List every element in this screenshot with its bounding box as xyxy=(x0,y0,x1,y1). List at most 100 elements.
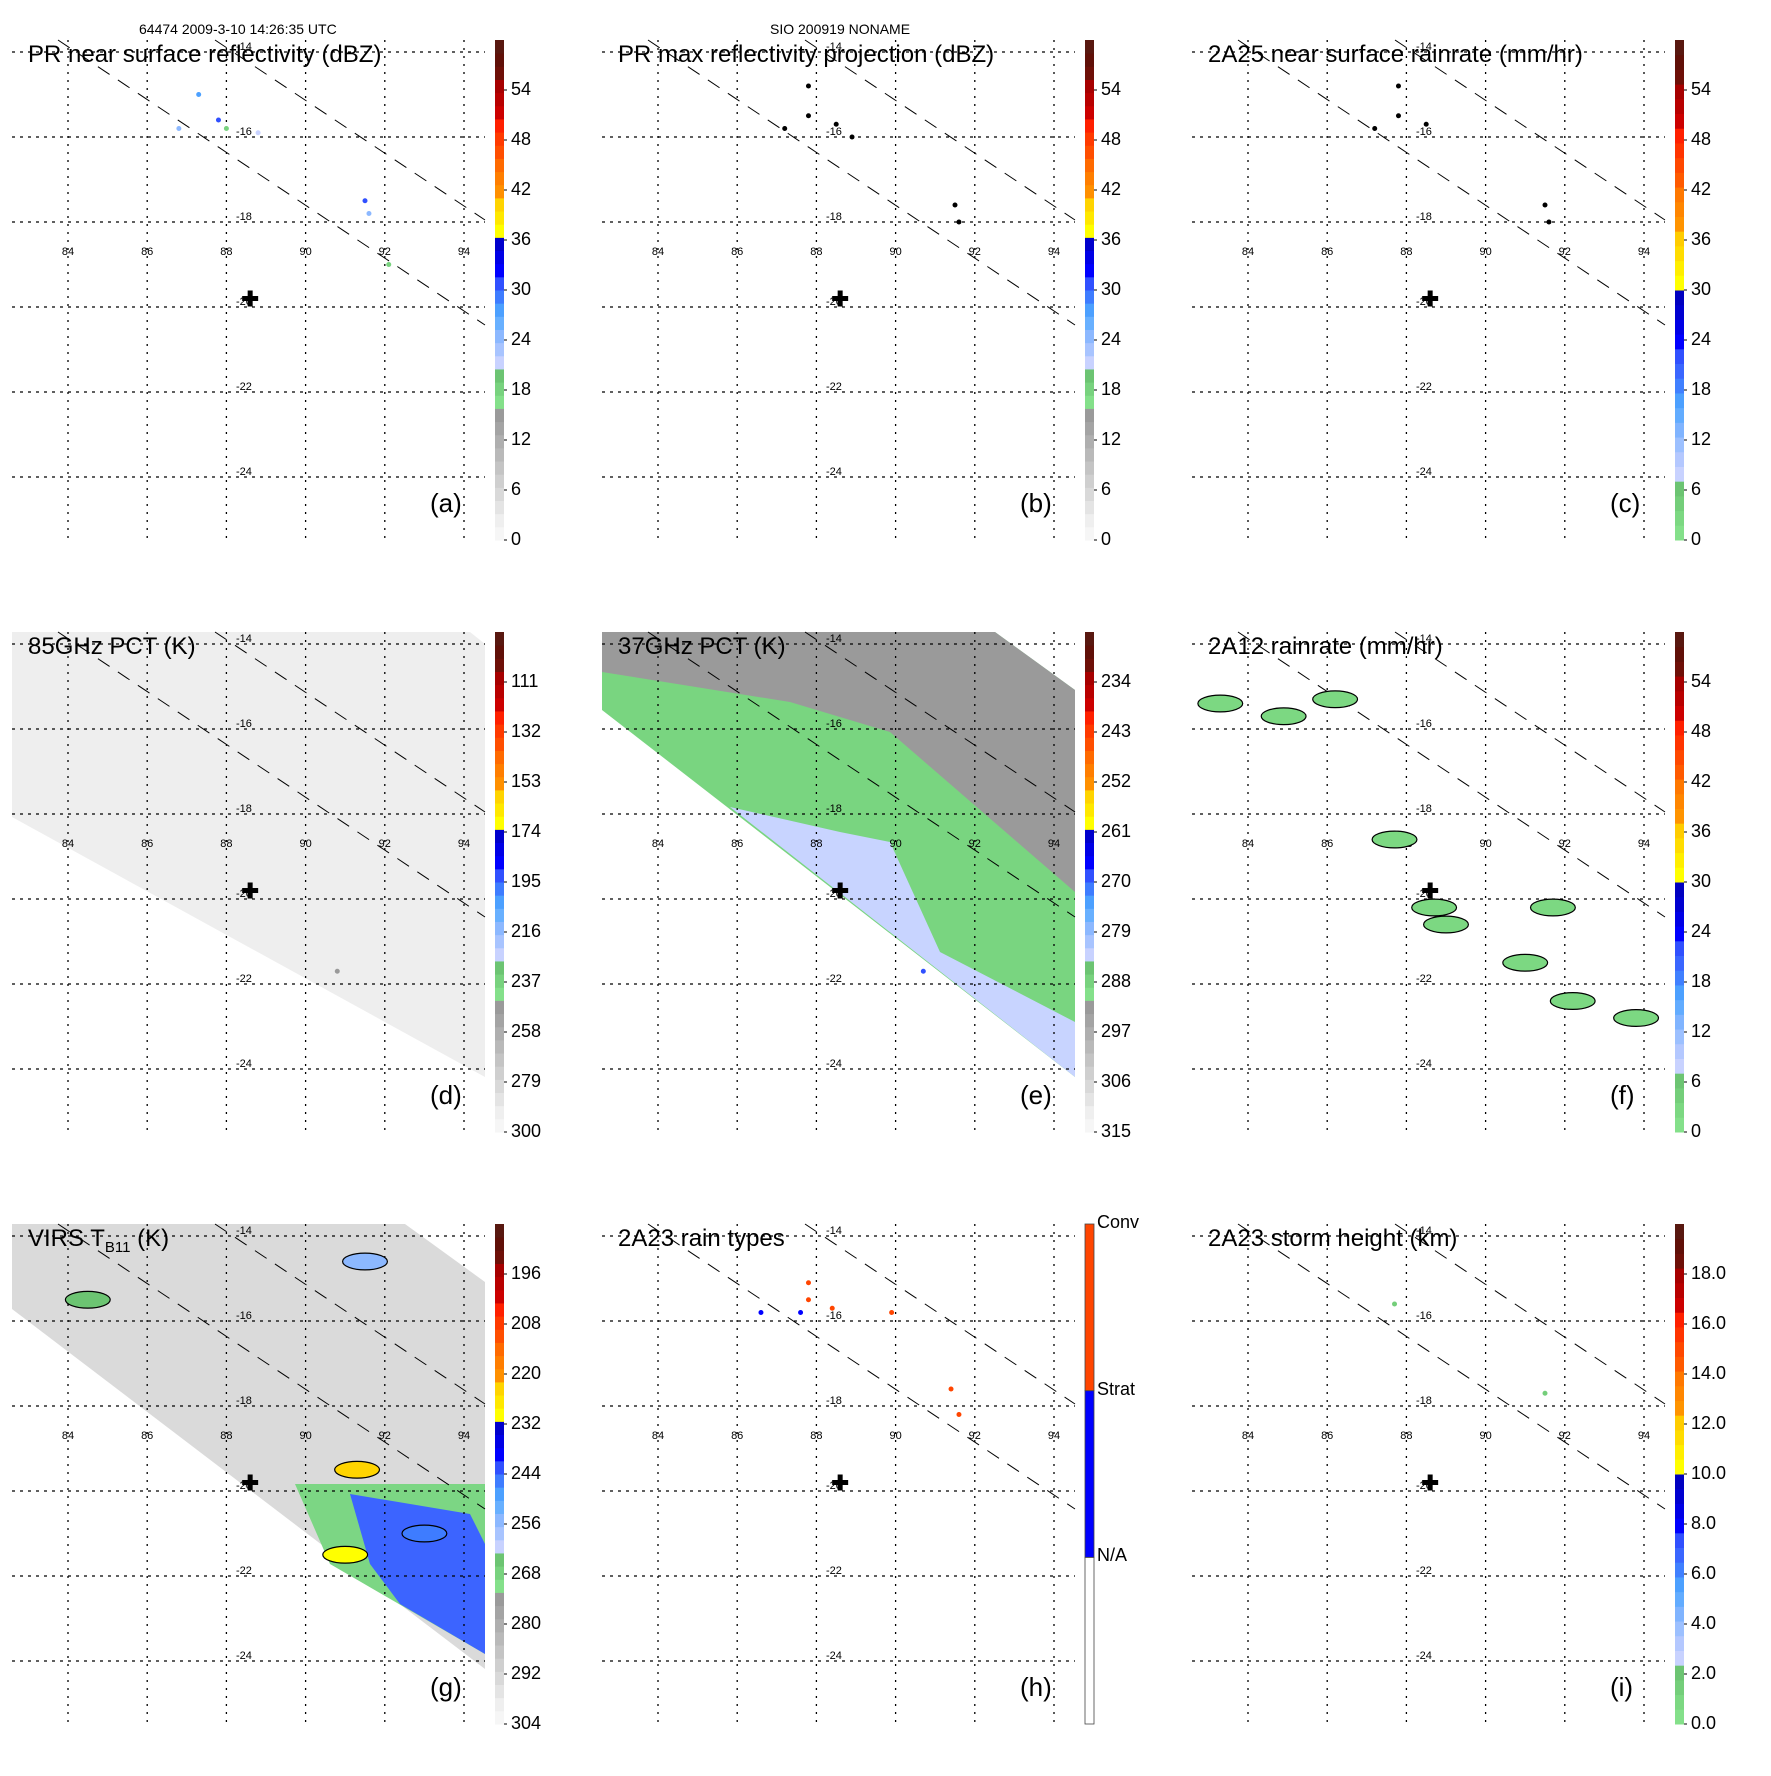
colorbar-segment xyxy=(495,697,504,712)
data-point xyxy=(889,1310,895,1315)
pr-swath-edge-left xyxy=(1237,1223,1666,1510)
colorbar-segment xyxy=(1675,128,1684,144)
colorbar-segment xyxy=(495,461,504,475)
colorbar-segment xyxy=(495,1263,504,1278)
lon-tick-label: 92 xyxy=(969,246,981,258)
panel-f: 848688909294-14-16-18-20-22-240612182430… xyxy=(1180,592,1770,1184)
colorbar-segment xyxy=(1675,940,1684,957)
colorbar-segment xyxy=(495,1592,504,1607)
colorbar-segment xyxy=(1675,911,1684,927)
colorbar-segment xyxy=(495,1039,504,1054)
colorbar-segment xyxy=(495,1013,504,1028)
colorbar-segment xyxy=(1675,378,1684,394)
plus-icon xyxy=(242,882,259,899)
data-point xyxy=(1312,690,1359,709)
colorbar-segment xyxy=(495,789,504,804)
panel-title: 2A23 storm height (km) xyxy=(1208,1225,1457,1253)
pr-swath-edge-left xyxy=(57,631,486,918)
lat-tick-label: -18 xyxy=(826,803,842,815)
colorbar-segment xyxy=(1085,816,1094,830)
colorbar-segment xyxy=(495,132,504,146)
panel-label: (i) xyxy=(1610,1672,1634,1702)
colorbar-segment xyxy=(1675,1694,1684,1710)
colorbar-tick-label: 216 xyxy=(511,921,542,941)
lon-tick-label: 84 xyxy=(62,1430,74,1442)
colorbar-segment xyxy=(1675,882,1684,898)
panel-title-text: 2A25 near surface rainrate (mm/hr) xyxy=(1208,41,1583,68)
lon-tick-label: 84 xyxy=(652,1430,664,1442)
colorbar-segment xyxy=(1675,1238,1684,1254)
plus-icon xyxy=(832,882,849,899)
colorbar-tick-label: 270 xyxy=(1101,871,1132,891)
lat-tick-label: -24 xyxy=(1416,1058,1432,1070)
colorbar-segment xyxy=(495,816,504,830)
colorbar-segment xyxy=(495,1316,504,1330)
colorbar-segment xyxy=(495,960,504,975)
colorbar-tick-label: 18 xyxy=(511,379,532,399)
lat-tick-label: -18 xyxy=(826,1395,842,1407)
colorbar-segment xyxy=(495,1710,504,1725)
colorbar-segment xyxy=(1675,1650,1684,1666)
colorbar-segment xyxy=(1085,829,1094,844)
colorbar-segment xyxy=(495,329,504,344)
colorbar-segment xyxy=(495,1342,504,1357)
colorbar-segment xyxy=(495,421,504,436)
lon-tick-label: 88 xyxy=(810,838,822,850)
colorbar-segment xyxy=(495,671,504,686)
pr-swath-edge-right xyxy=(804,631,1076,813)
colorbar-tick-label: 0.0 xyxy=(1691,1713,1717,1733)
colorbar-tick-label: 36 xyxy=(1691,229,1712,249)
lon-tick-label: 88 xyxy=(220,246,232,258)
colorbar-segment xyxy=(1085,1013,1094,1028)
colorbar-segment xyxy=(1675,1444,1684,1460)
colorbar-segment xyxy=(495,408,504,423)
colorbar-segment xyxy=(1085,908,1094,922)
colorbar-tick-label: 18 xyxy=(1691,971,1712,991)
colorbar-segment xyxy=(495,1645,504,1659)
colorbar-segment xyxy=(1675,852,1684,868)
swath-fill-light-blue xyxy=(730,807,1075,1077)
lat-tick-label: -14 xyxy=(826,1225,842,1237)
colorbar-segment xyxy=(1085,382,1094,396)
lon-tick-label: 90 xyxy=(299,246,311,258)
data-point xyxy=(366,211,372,216)
colorbar-tick-label: 36 xyxy=(1101,229,1122,249)
lon-tick-label: 86 xyxy=(141,1430,153,1442)
colorbar-segment xyxy=(495,1066,504,1080)
colorbar-tick-label: 54 xyxy=(1691,671,1712,691)
storm-cloud-blue xyxy=(350,1494,485,1654)
colorbar-segment xyxy=(1085,158,1094,173)
lat-tick-label: -18 xyxy=(1416,1395,1432,1407)
swath-fill-gray xyxy=(602,632,1075,892)
colorbar-segment xyxy=(1085,303,1094,317)
colorbar-segment xyxy=(1675,275,1684,291)
colorbar-segment xyxy=(495,750,504,765)
lon-tick-label: 94 xyxy=(458,246,470,258)
colorbar-segment xyxy=(495,1566,504,1580)
colorbar-segment xyxy=(495,474,504,488)
colorbar-segment xyxy=(1085,526,1094,541)
colorbar-segment xyxy=(495,1368,504,1383)
colorbar-tick-label: 24 xyxy=(511,329,532,349)
data-point xyxy=(1529,898,1576,917)
lon-tick-label: 92 xyxy=(1559,838,1571,850)
lon-tick-label: 90 xyxy=(1479,838,1491,850)
panel-label: (e) xyxy=(1020,1080,1052,1110)
colorbar-tick-label: 306 xyxy=(1101,1071,1132,1091)
colorbar-segment xyxy=(1675,510,1684,526)
lon-tick-label: 84 xyxy=(1242,1430,1254,1442)
lat-tick-label: -16 xyxy=(236,126,252,138)
colorbar-segment xyxy=(1085,276,1094,291)
colorbar-tick-label: 4.0 xyxy=(1691,1613,1717,1633)
colorbar-segment xyxy=(1085,171,1094,186)
map-plot-i: 84 86 88 90 92 94-14-16-18-20-22-24 xyxy=(1192,1223,1687,1725)
colorbar-segment xyxy=(495,895,504,909)
data-point xyxy=(196,92,202,97)
panel-title: 85GHz PCT (K) xyxy=(28,633,196,661)
colorbar-segment xyxy=(1675,1709,1684,1725)
colorbar-segment xyxy=(1085,105,1094,120)
colorbar-segment xyxy=(1675,1029,1684,1045)
pr-swath-edge-right xyxy=(214,1223,486,1405)
data-point xyxy=(1549,992,1596,1011)
colorbar-segment xyxy=(1085,145,1094,159)
